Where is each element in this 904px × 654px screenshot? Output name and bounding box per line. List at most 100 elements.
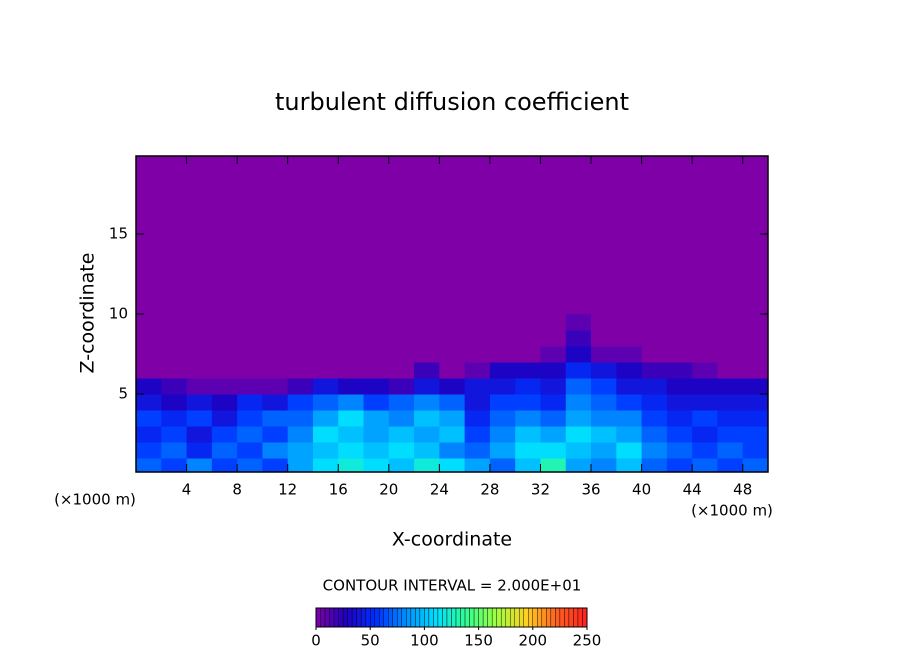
heat-cell: [312, 426, 339, 443]
heat-cell: [540, 410, 567, 427]
heat-cell: [414, 442, 440, 459]
colorbar-segment: [410, 607, 416, 628]
heat-cell: [363, 410, 390, 427]
heat-cell: [211, 426, 238, 443]
heat-cell: [742, 394, 768, 411]
heat-cell: [161, 410, 188, 427]
heat-cell: [540, 458, 567, 472]
heat-cell: [464, 346, 491, 363]
heat-cell: [540, 330, 567, 347]
colorbar-segment: [419, 607, 425, 628]
heat-cell: [742, 362, 768, 379]
chart-title: turbulent diffusion coefficient: [275, 88, 629, 116]
x-tick-label: 28: [480, 481, 499, 499]
colorbar-segment: [460, 607, 466, 628]
heat-cell: [287, 314, 314, 331]
x-tick-label: 24: [430, 481, 449, 499]
colorbar-segment: [397, 607, 403, 628]
heat-cell: [439, 458, 466, 472]
heat-cell: [211, 394, 238, 411]
heat-cell: [540, 314, 567, 331]
heat-cell: [515, 346, 541, 363]
heat-cell: [616, 362, 643, 379]
heat-cell: [363, 346, 390, 363]
heat-cell: [515, 362, 541, 379]
colorbar-frame: [315, 607, 588, 628]
heat-cell: [338, 314, 365, 331]
colorbar-segment: [342, 607, 348, 628]
heat-cell: [641, 394, 668, 411]
colorbar-segment: [500, 607, 506, 628]
heat-cell: [186, 346, 213, 363]
heat-cell: [464, 362, 491, 379]
heat-cell: [414, 458, 440, 472]
colorbar-segment: [496, 607, 502, 628]
colorbar-segment: [315, 607, 321, 628]
heat-cell: [540, 362, 567, 379]
colorbar-segment: [383, 607, 389, 628]
colorbar-segment: [568, 607, 574, 628]
heat-cell: [262, 426, 289, 443]
heat-cell: [464, 458, 491, 472]
heat-cell: [717, 394, 744, 411]
colorbar-segment: [469, 607, 475, 628]
heat-cell: [136, 458, 162, 472]
heat-cell: [287, 458, 314, 472]
heat-cell: [464, 330, 491, 347]
heat-cell: [717, 378, 744, 395]
heat-cell: [186, 378, 213, 395]
heat-cell: [237, 458, 263, 472]
heat-cell: [666, 394, 693, 411]
heat-cell: [312, 314, 339, 331]
heat-cell: [161, 458, 188, 472]
heat-cell: [742, 346, 768, 363]
x-tick-label: 44: [683, 481, 702, 499]
heat-cell: [641, 410, 668, 427]
heat-cell: [692, 330, 718, 347]
heat-cell: [414, 426, 440, 443]
heat-cell: [489, 442, 516, 459]
heat-cell: [439, 362, 466, 379]
heat-cell: [742, 410, 768, 427]
heat-cell: [591, 426, 617, 443]
colorbar-segment: [374, 607, 380, 628]
colorbar-segment: [351, 607, 357, 628]
heat-cell: [616, 330, 643, 347]
colorbar-segment: [555, 607, 561, 628]
colorbar-segment: [505, 607, 511, 628]
heat-cell: [616, 314, 643, 331]
heat-cell: [692, 458, 718, 472]
heat-cell: [565, 426, 592, 443]
x-tick-label: 32: [531, 481, 550, 499]
heat-cell: [338, 346, 365, 363]
colorbar-segment: [478, 607, 484, 628]
heat-cell: [136, 394, 162, 411]
heat-cell: [692, 314, 718, 331]
heat-cell: [641, 346, 668, 363]
colorbar-tick-label: 50: [361, 632, 380, 650]
heat-cell: [262, 378, 289, 395]
heat-cell: [616, 442, 643, 459]
heat-cell: [338, 362, 365, 379]
heat-cell: [717, 346, 744, 363]
colorbar-segment: [482, 607, 488, 628]
heat-cell: [616, 426, 643, 443]
heat-cell: [186, 314, 213, 331]
colorbar-segment: [333, 607, 339, 628]
heat-cell: [287, 442, 314, 459]
heat-cell: [591, 458, 617, 472]
heat-cell: [692, 346, 718, 363]
heat-cell: [287, 426, 314, 443]
heat-cell: [363, 458, 390, 472]
colorbar-tick-label: 200: [518, 632, 547, 650]
heat-cell: [565, 394, 592, 411]
colorbar-segment: [324, 607, 330, 628]
heat-cell: [666, 314, 693, 331]
colorbar-segment: [428, 607, 434, 628]
heat-cell: [211, 346, 238, 363]
heat-cell: [717, 458, 744, 472]
colorbar-tick-label: 0: [311, 632, 321, 650]
heat-cell: [464, 426, 491, 443]
heat-cell: [237, 442, 263, 459]
heat-cell: [363, 426, 390, 443]
